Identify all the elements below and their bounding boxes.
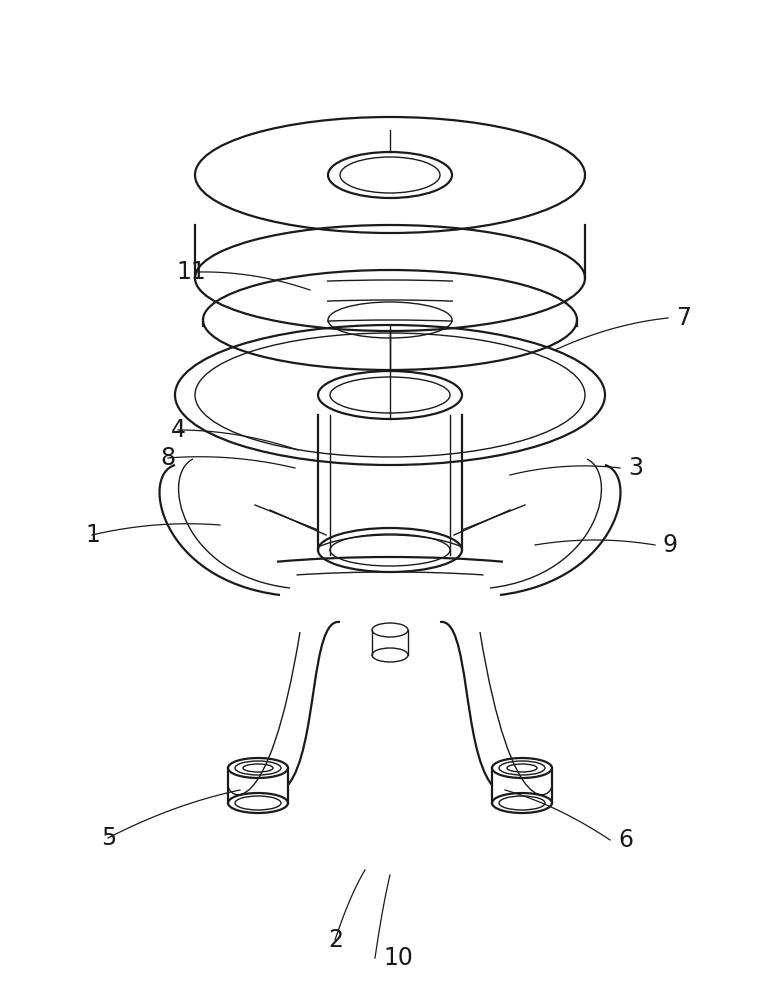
Text: 11: 11: [177, 260, 206, 284]
Text: 6: 6: [618, 828, 633, 852]
Text: 4: 4: [171, 418, 186, 442]
Text: 1: 1: [85, 523, 100, 547]
Text: 10: 10: [383, 946, 413, 970]
Text: 7: 7: [676, 306, 691, 330]
Text: 8: 8: [161, 446, 176, 470]
Text: 9: 9: [663, 533, 678, 557]
Text: 3: 3: [628, 456, 643, 480]
Text: 5: 5: [101, 826, 116, 850]
Text: 2: 2: [328, 928, 343, 952]
